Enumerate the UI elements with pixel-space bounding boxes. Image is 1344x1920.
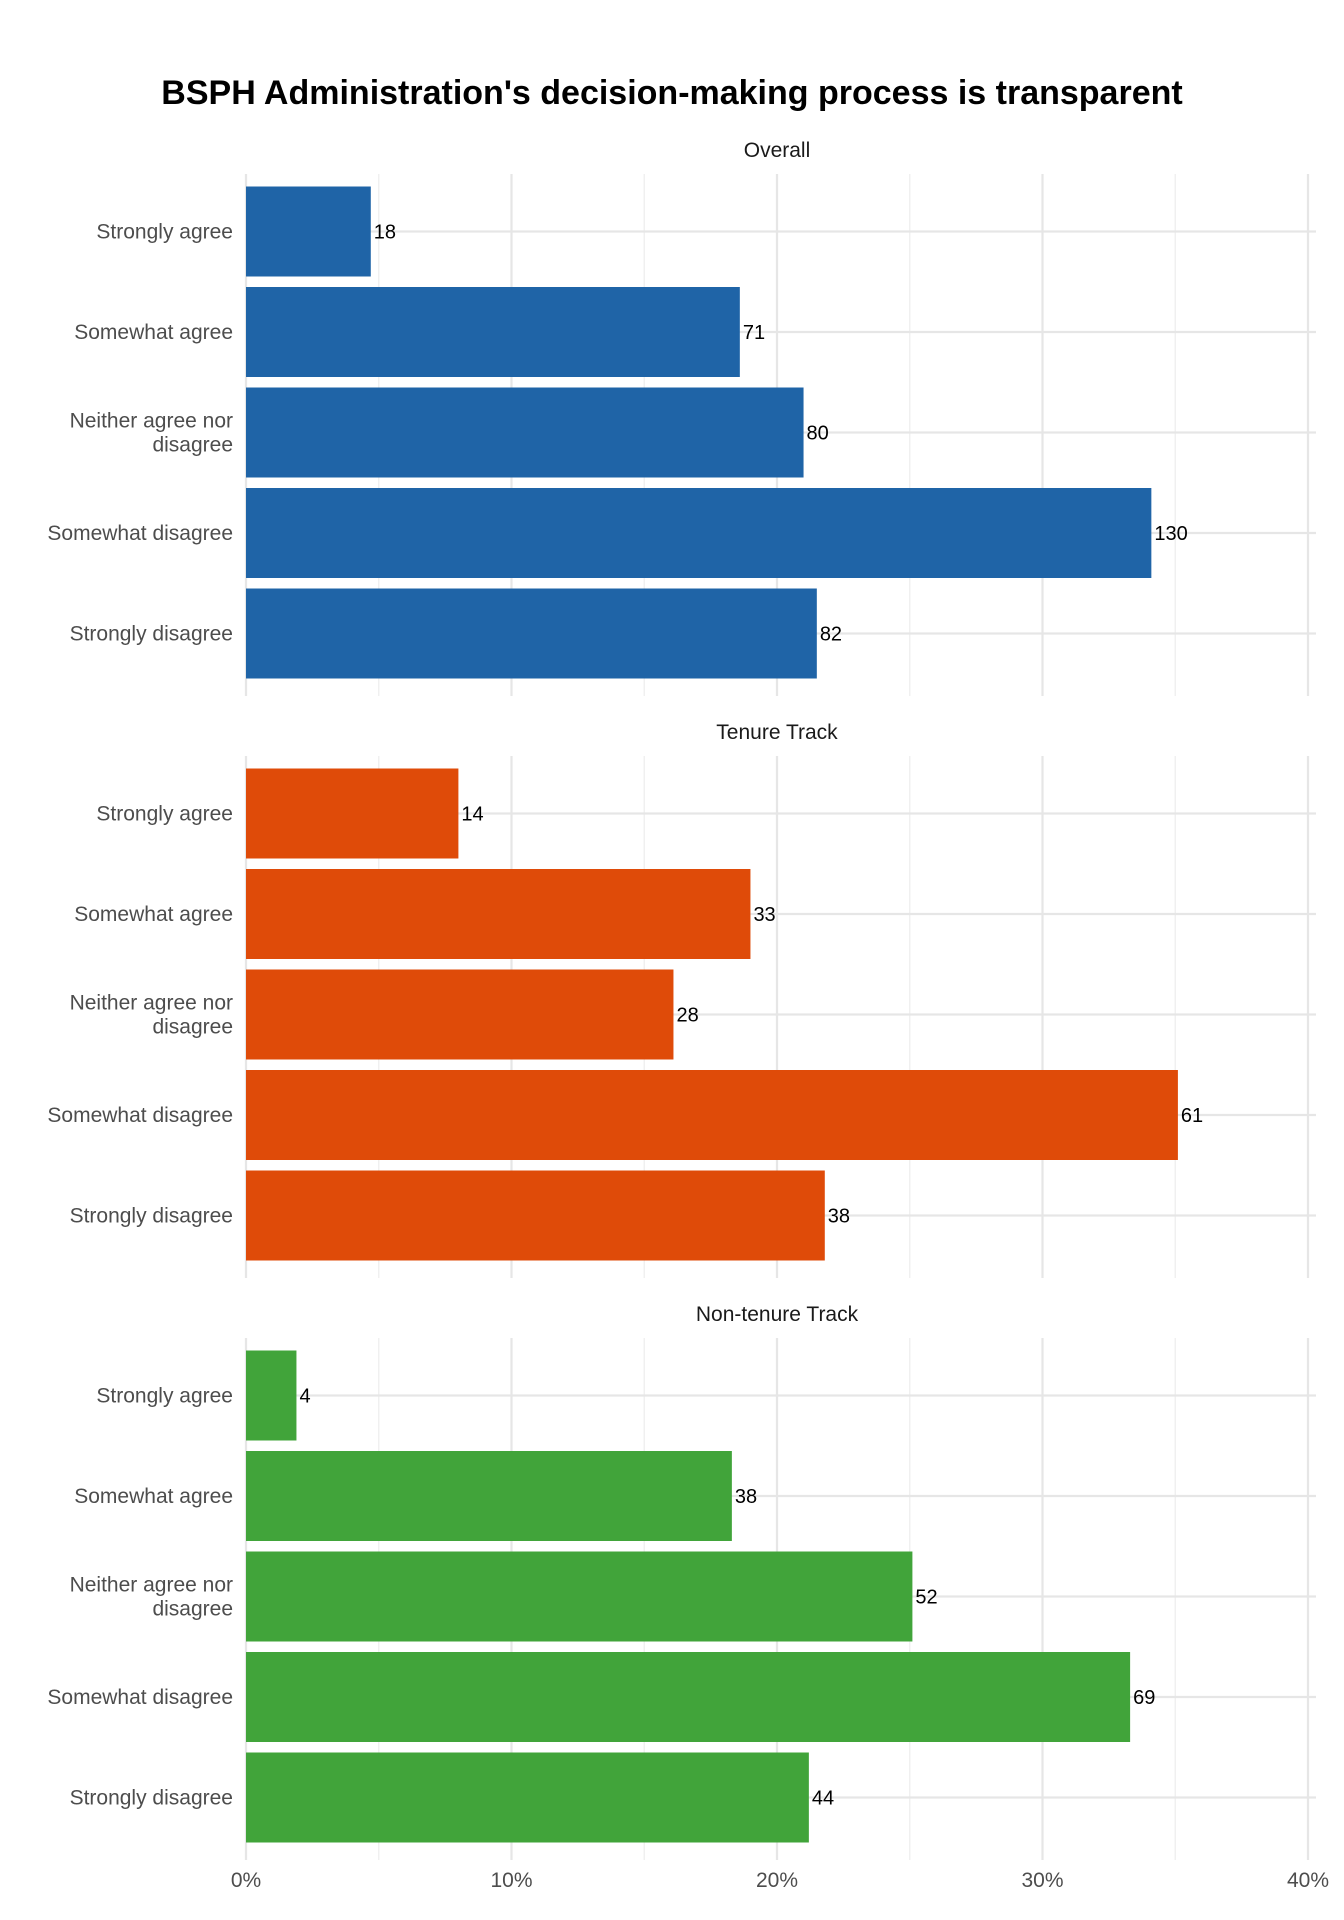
facet-panels: Overall 18 Strongly agree 71 Somewhat agree 8…	[47, 139, 1316, 1860]
bar	[246, 1752, 809, 1843]
bar-value-label: 61	[1181, 1105, 1203, 1127]
bar-value-label: 38	[735, 1486, 757, 1508]
bar-value-label: 44	[812, 1788, 834, 1810]
chart-title: BSPH Administration's decision-making pr…	[161, 74, 1182, 112]
category-label: Neither agree nor	[70, 410, 233, 433]
x-tick-label: 30%	[1021, 1869, 1063, 1892]
facet-title: Non-tenure Track	[696, 1303, 859, 1326]
bar	[246, 768, 459, 859]
bar	[246, 287, 740, 377]
category-label: Strongly disagree	[70, 623, 233, 646]
category-label: Somewhat disagree	[47, 1104, 233, 1127]
bar	[246, 1551, 913, 1642]
bar-value-label: 130	[1154, 523, 1187, 545]
category-label: Strongly agree	[96, 1385, 233, 1408]
bar	[246, 1652, 1131, 1742]
bar-value-label: 52	[915, 1587, 937, 1609]
bar	[246, 1350, 297, 1441]
x-tick-label: 20%	[756, 1869, 798, 1892]
x-tick-label: 40%	[1287, 1869, 1329, 1892]
category-label: Neither agree nor	[70, 1574, 233, 1597]
x-tick-label: 10%	[490, 1869, 532, 1892]
bar	[246, 1451, 732, 1541]
bar	[246, 387, 804, 478]
category-label: disagree	[152, 1016, 233, 1039]
bar-value-label: 69	[1133, 1687, 1155, 1709]
category-label: Somewhat agree	[74, 903, 233, 926]
bar	[246, 869, 751, 959]
bar	[246, 969, 674, 1060]
category-label: Somewhat disagree	[47, 1686, 233, 1709]
facet-title: Tenure Track	[716, 721, 838, 744]
category-label: Somewhat agree	[74, 1485, 233, 1508]
category-label: Somewhat agree	[74, 321, 233, 344]
category-label: Strongly agree	[96, 221, 233, 244]
facet-title: Overall	[744, 139, 811, 162]
bar-value-label: 80	[807, 423, 829, 445]
bar	[246, 488, 1152, 578]
bar-value-label: 82	[820, 624, 842, 646]
category-label: Strongly agree	[96, 803, 233, 826]
bar-value-label: 18	[374, 222, 396, 244]
bar-value-label: 28	[676, 1005, 698, 1027]
bar	[246, 1070, 1178, 1160]
x-axis: 0% 10% 20% 30% 40%	[231, 1869, 1329, 1892]
facet-panel: Tenure Track 14 Strongly agree 33 Somewhat a…	[47, 721, 1316, 1278]
category-label: disagree	[152, 1598, 233, 1621]
bar-value-label: 38	[828, 1206, 850, 1228]
bar	[246, 186, 371, 277]
facet-panel: Non-tenure Track 4 Strongly agree 38 Somewha…	[47, 1303, 1316, 1860]
bar-value-label: 33	[753, 904, 775, 926]
category-label: Somewhat disagree	[47, 522, 233, 545]
category-label: Strongly disagree	[70, 1205, 233, 1228]
category-label: disagree	[152, 434, 233, 457]
category-label: Strongly disagree	[70, 1787, 233, 1810]
bar-value-label: 71	[743, 322, 765, 344]
bar-value-label: 4	[299, 1386, 310, 1408]
bar	[246, 588, 817, 679]
x-tick-label: 0%	[231, 1869, 261, 1892]
bar	[246, 1170, 825, 1261]
category-label: Neither agree nor	[70, 992, 233, 1015]
bar-value-label: 14	[461, 804, 483, 826]
facet-panel: Overall 18 Strongly agree 71 Somewhat agree 8…	[47, 139, 1316, 696]
